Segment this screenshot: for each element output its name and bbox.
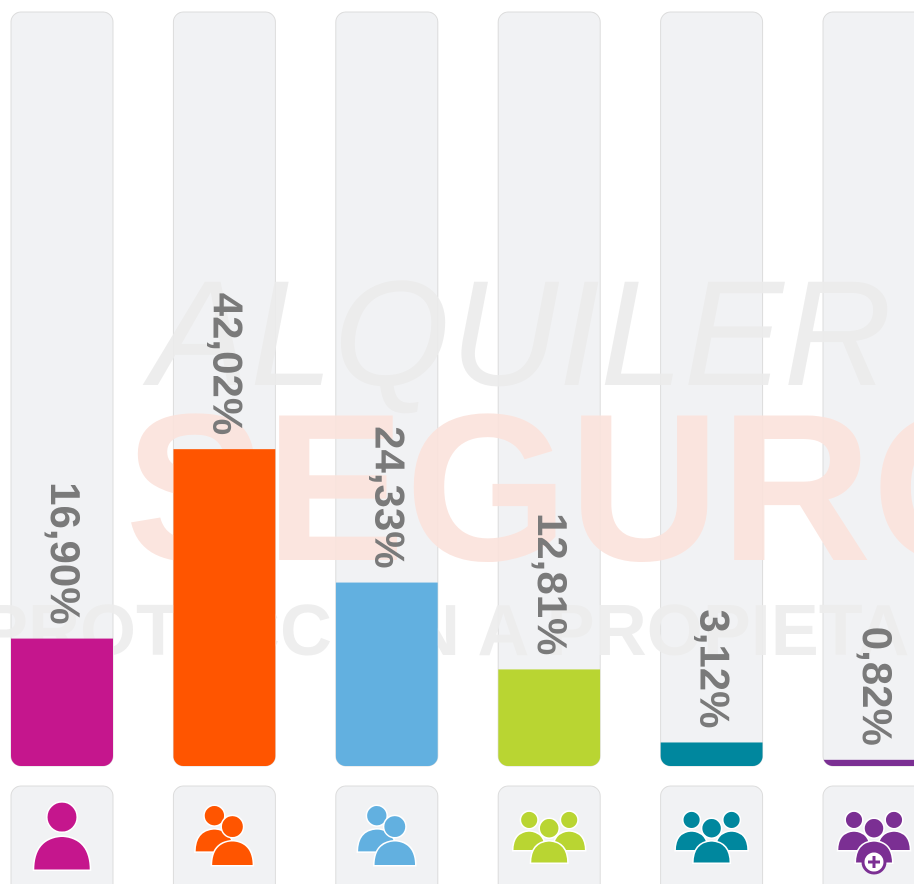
value-label: 3,12% [692,609,739,728]
icon-body [32,835,92,872]
icon-box [172,785,276,884]
icon-head [682,810,702,830]
icon-head [863,817,885,839]
icon-body [210,839,255,867]
icon-head [538,817,560,839]
bar [660,742,763,766]
icon-head [382,814,407,839]
bar [11,638,113,766]
icon-head [844,810,864,830]
bar [335,582,438,766]
icon-box [10,785,114,884]
icon-body [692,839,732,864]
icon-head [722,810,742,830]
value-label: 42,02% [204,293,251,435]
icon-head [203,804,226,827]
watermark: ALQUILER SEGURO PROTECCIÓN A PROPIETARIO… [0,249,914,671]
icon-plus [868,856,880,868]
icon-body [529,839,569,864]
value-label: 12,81% [529,513,576,655]
icon-head [220,814,245,839]
bar [823,759,914,766]
icon-box [822,785,914,884]
icon-box [497,785,601,884]
value-label: 24,33% [367,426,414,568]
watermark-text: ALQUILER [142,249,892,417]
icon-head [884,810,904,830]
icon-head [519,810,539,830]
icon-body [373,839,417,867]
bar [498,669,601,766]
icon-head [365,804,388,827]
value-label: 16,90% [42,482,89,624]
watermark-text: PROTECCIÓN A PROPIETARIOS [0,590,914,671]
icon-head [700,817,723,839]
icon-head [559,810,579,830]
bar [173,449,276,766]
icon-box [335,785,439,884]
bars: 16,90% 42,02% 24,33% 12,81% 3,12% 0,82% [10,293,914,884]
icon-box [660,785,764,884]
icon-head [46,801,78,834]
value-label: 0,82% [854,627,901,746]
